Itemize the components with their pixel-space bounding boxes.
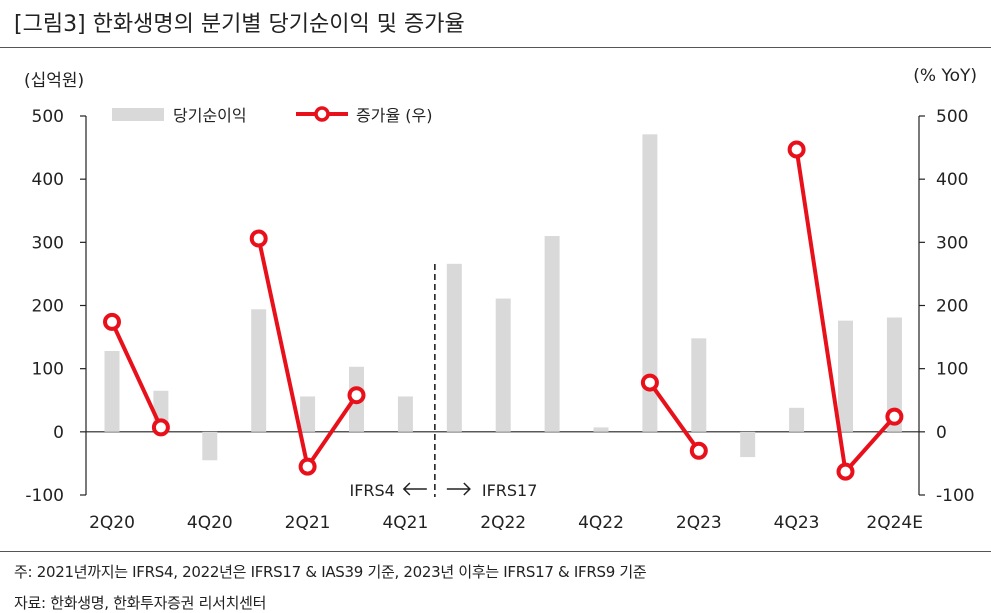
right-axis-tick-label: 200 <box>936 297 968 317</box>
left-axis-tick-label: 200 <box>32 297 64 317</box>
bar-net-income <box>789 407 805 432</box>
left-axis-tick-label: 100 <box>32 360 64 380</box>
growth-point <box>836 462 855 481</box>
bar-net-income <box>300 396 316 432</box>
figure-title: [그림3] 한화생명의 분기별 당기순이익 및 증가율 <box>14 12 465 37</box>
growth-line-segment <box>305 393 359 469</box>
bar-net-income <box>886 317 902 432</box>
footer-divider <box>0 551 991 552</box>
right-axis-tick-label: 400 <box>936 170 968 190</box>
line-series <box>103 140 904 481</box>
right-axis-tick-label: 500 <box>936 107 968 127</box>
x-axis-tick-label: 4Q20 <box>187 513 233 533</box>
bar-net-income <box>740 431 756 458</box>
right-axis-unit: (% YoY) <box>913 66 977 86</box>
bar-net-income <box>251 309 267 432</box>
bar-net-income <box>104 350 120 432</box>
bar-net-income <box>397 396 413 432</box>
legend-label-net-income: 당기순이익 <box>173 106 247 125</box>
growth-point <box>347 386 366 405</box>
right-axis-tick-label: 300 <box>936 233 968 253</box>
growth-point <box>885 407 904 426</box>
x-axis-tick-label: 2Q23 <box>676 513 722 533</box>
right-axis-tick-label: 100 <box>936 360 968 380</box>
x-axis-tick-label: 4Q21 <box>382 513 428 533</box>
growth-line-segment <box>794 147 848 474</box>
right-axis-tick-label: 0 <box>936 423 947 443</box>
bar-net-income <box>593 427 609 432</box>
axes-layer: -100 0 100 200 300 400 500 -100 0 100 200 300 400 500… <box>25 107 974 533</box>
bar-series <box>104 134 902 461</box>
bar-net-income <box>202 431 218 461</box>
x-axis-tick-label: 4Q22 <box>578 513 624 533</box>
bar-net-income <box>446 263 462 432</box>
growth-line-segment <box>256 236 310 469</box>
bar-net-income <box>838 320 853 432</box>
growth-point <box>249 229 268 248</box>
footnote: 주: 2021년까지는 IFRS4, 2022년은 IFRS17 & IAS39… <box>14 563 647 581</box>
left-axis-tick-label: 500 <box>32 107 64 127</box>
growth-line-segment <box>110 319 163 430</box>
growth-point <box>640 373 659 392</box>
source-note: 자료: 한화생명, 한화투자증권 리서치센터 <box>14 594 267 612</box>
x-axis-tick-label: 2Q21 <box>285 513 331 533</box>
x-axis-tick-label: 4Q23 <box>774 513 820 533</box>
left-axis-tick-label: 0 <box>53 423 64 443</box>
growth-point <box>151 418 170 437</box>
bar-net-income <box>691 338 707 432</box>
left-axis-tick-label: 400 <box>32 170 64 190</box>
right-axis-tick-label: -100 <box>936 486 975 506</box>
title-divider <box>0 47 991 48</box>
right-arrow-icon <box>446 482 471 496</box>
legend-swatch-net-income <box>112 108 164 121</box>
left-axis-unit: (십억원) <box>24 71 85 91</box>
legend-swatch-growth-marker <box>314 106 330 122</box>
growth-point <box>103 312 121 331</box>
ifrs4-label: IFRS4 <box>349 481 394 500</box>
bar-net-income <box>544 236 560 432</box>
growth-point <box>298 457 317 476</box>
left-axis-tick-label: -100 <box>25 486 64 506</box>
growth-line-segment <box>843 414 897 474</box>
bar-net-income <box>642 134 658 432</box>
left-axis-tick-label: 300 <box>32 233 64 253</box>
bar-net-income <box>495 298 511 432</box>
growth-line-segment <box>647 380 701 453</box>
growth-point <box>787 140 806 159</box>
x-axis-tick-label: 2Q20 <box>89 513 135 533</box>
growth-point <box>689 441 708 460</box>
annotation-layer: IFRS4 IFRS17 <box>349 264 537 500</box>
x-axis-tick-label: 2Q22 <box>480 513 526 533</box>
x-axis-tick-label: 2Q24E <box>866 513 923 533</box>
left-arrow-icon <box>402 482 427 496</box>
ifrs17-label: IFRS17 <box>482 481 538 500</box>
legend: 당기순이익 증가율 (우) <box>112 106 432 125</box>
legend-label-growth: 증가율 (우) <box>356 106 432 125</box>
